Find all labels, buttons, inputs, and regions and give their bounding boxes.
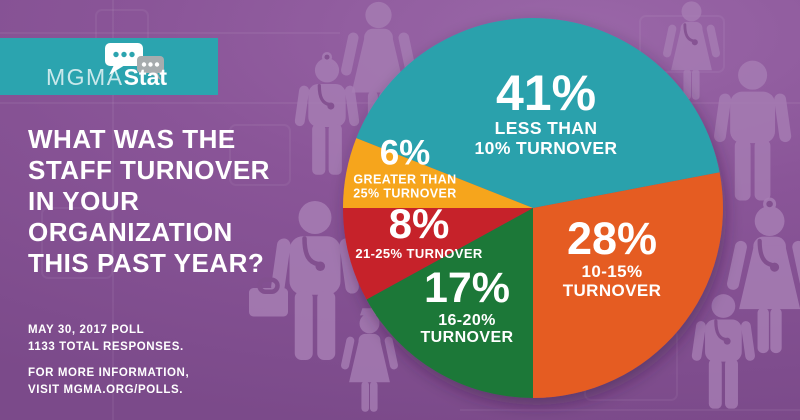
- pie-segment-greater-than-25-turnover: [343, 138, 533, 208]
- pie-segments: [343, 18, 723, 398]
- brand-wordmark: MGMA Stat: [46, 66, 167, 89]
- pie-segment-10-15-turnover: [533, 172, 723, 398]
- speech-bubbles-icon: [105, 43, 164, 80]
- brand-logo: MGMA Stat: [0, 38, 218, 95]
- pie-segment-16-20-turnover: [366, 208, 533, 398]
- doctor-silhouette-top-right: [662, 1, 721, 100]
- more-info-note: FOR MORE INFORMATION, VISIT MGMA.ORG/POLL…: [28, 367, 190, 396]
- brand-name-bold: Stat: [123, 64, 168, 90]
- doctor-silhouette-head-mirror-right: [725, 197, 800, 354]
- pie-segment-21-25-turnover: [343, 208, 533, 300]
- poll-date-responses: MAY 30, 2017 POLL 1133 TOTAL RESPONSES.: [28, 324, 184, 353]
- child-silhouette-stethoscope: [691, 294, 756, 409]
- brand-name-light: MGMA: [46, 64, 124, 90]
- poll-meta: MAY 30, 2017 POLL 1133 TOTAL RESPONSES. F…: [28, 322, 258, 408]
- pie-segment-less-than-10-turnover: [356, 18, 720, 209]
- poll-question: WHAT WAS THE STAFF TURNOVER IN YOUR ORGANIZ…: [28, 124, 270, 278]
- doctor-silhouette-head-mirror-left: [294, 52, 360, 175]
- doctor-silhouette-briefcase: [249, 201, 360, 360]
